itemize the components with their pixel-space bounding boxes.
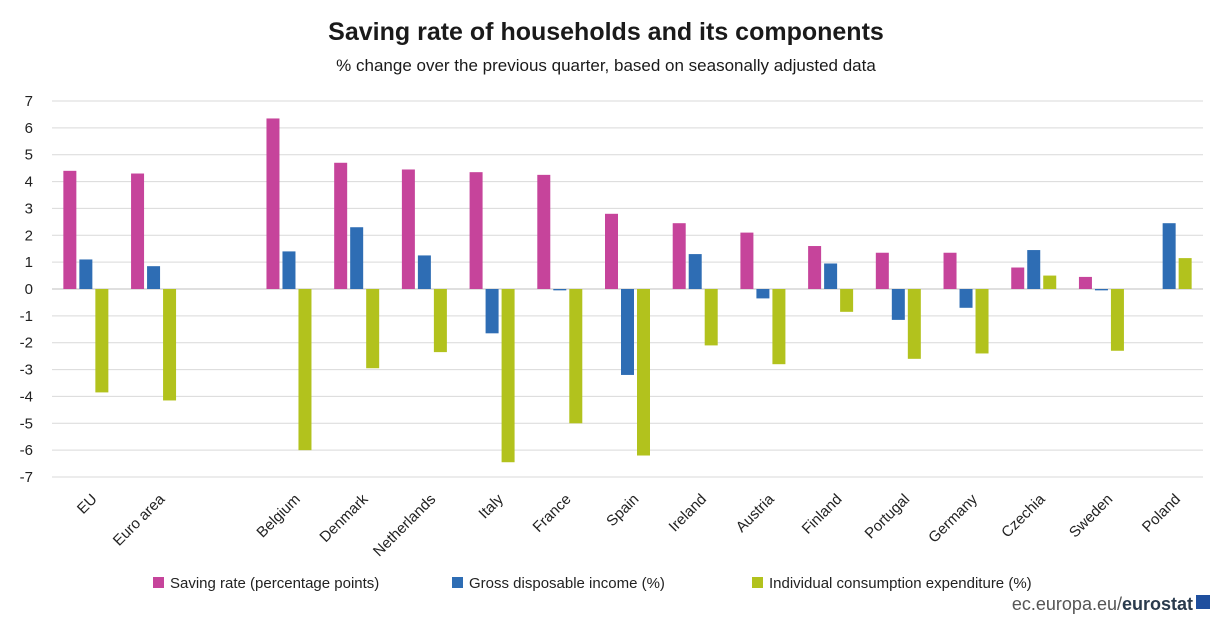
bar-2 xyxy=(756,289,770,299)
bar-2 xyxy=(417,255,431,289)
x-tick-label: Czechia xyxy=(998,490,1049,541)
x-tick-label: Belgium xyxy=(253,491,303,541)
y-tick-label: -7 xyxy=(20,469,33,486)
x-tick-label: Sweden xyxy=(1066,491,1116,541)
bar-1 xyxy=(875,252,889,289)
bar-3 xyxy=(95,289,109,393)
legend-swatch xyxy=(452,577,463,588)
y-tick-label: 1 xyxy=(25,254,33,271)
bar-1 xyxy=(63,170,77,289)
bar-2 xyxy=(959,289,973,308)
bar-2 xyxy=(688,254,702,289)
bar-3 xyxy=(975,289,989,354)
bar-1 xyxy=(1011,267,1025,289)
bar-2 xyxy=(350,227,364,289)
x-tick-label: Euro area xyxy=(110,490,169,549)
bar-1 xyxy=(943,252,957,289)
y-tick-label: -3 xyxy=(20,362,33,379)
bar-3 xyxy=(637,289,650,456)
bar-3 xyxy=(1178,258,1192,289)
x-tick-label: EU xyxy=(74,491,101,518)
bars xyxy=(63,118,1192,463)
bar-3 xyxy=(366,289,380,369)
bar-1 xyxy=(740,232,754,289)
bar-3 xyxy=(907,289,921,359)
bar-2 xyxy=(1094,289,1108,291)
source-brand: eurostat xyxy=(1122,594,1193,614)
bar-3 xyxy=(1043,275,1057,289)
legend-swatch xyxy=(153,577,164,588)
bar-1 xyxy=(131,173,145,289)
chart-title: Saving rate of households and its compon… xyxy=(328,18,884,46)
y-tick-label: -2 xyxy=(20,335,33,352)
bar-3 xyxy=(163,289,177,401)
x-tick-label: Poland xyxy=(1139,491,1184,536)
y-tick-label: 7 xyxy=(25,93,33,110)
bar-2 xyxy=(1162,223,1176,289)
y-tick-label: 3 xyxy=(25,200,33,217)
x-tick-label: Finland xyxy=(799,491,846,538)
bar-2 xyxy=(824,263,838,289)
x-tick-label: Netherlands xyxy=(370,491,439,560)
bar-3 xyxy=(704,289,718,346)
bar-3 xyxy=(840,289,854,312)
bar-3 xyxy=(772,289,786,365)
legend-label: Individual consumption expenditure (%) xyxy=(769,575,1032,592)
bar-2 xyxy=(485,289,499,334)
source-credit: ec.europa.eu/eurostat xyxy=(1012,594,1210,614)
legend-swatch xyxy=(752,577,763,588)
y-tick-label: 5 xyxy=(25,147,33,164)
source-prefix: ec.europa.eu/ xyxy=(1012,594,1122,614)
y-tick-label: -6 xyxy=(20,442,33,459)
y-tick-label: 4 xyxy=(25,174,33,191)
bar-1 xyxy=(808,246,822,289)
bar-1 xyxy=(605,213,618,289)
bar-3 xyxy=(1110,289,1124,351)
bar-3 xyxy=(433,289,447,353)
bar-2 xyxy=(553,289,567,291)
bar-2 xyxy=(621,289,634,375)
bar-1 xyxy=(1078,276,1092,289)
y-tick-label: 0 xyxy=(25,281,33,298)
y-axis: 7 6 5 4 3 2 1 0 -1 -2 -3 -4 -5 -6 -7 xyxy=(20,93,33,486)
x-tick-label: Denmark xyxy=(316,490,371,545)
eu-flag-icon xyxy=(1196,595,1210,609)
bar-1 xyxy=(401,169,415,289)
source-text: ec.europa.eu/eurostat xyxy=(1012,594,1193,614)
bar-2 xyxy=(282,251,296,289)
bar-3 xyxy=(501,289,515,463)
y-tick-label: -5 xyxy=(20,415,33,432)
y-tick-label: 6 xyxy=(25,120,33,137)
bar-2 xyxy=(79,259,93,289)
y-tick-label: -1 xyxy=(20,308,33,325)
bar-2 xyxy=(147,266,161,289)
y-tick-label: -4 xyxy=(20,388,33,405)
x-tick-label: Austria xyxy=(733,490,778,535)
x-tick-label: Italy xyxy=(475,490,507,522)
bar-1 xyxy=(672,223,686,289)
x-tick-label: Portugal xyxy=(862,491,914,543)
legend-label: Saving rate (percentage points) xyxy=(170,575,379,592)
x-tick-label: Spain xyxy=(603,491,642,530)
bar-1 xyxy=(334,162,348,289)
bar-3 xyxy=(569,289,583,424)
legend-label: Gross disposable income (%) xyxy=(469,575,665,592)
x-tick-label: Ireland xyxy=(666,491,710,535)
bar-1 xyxy=(266,118,280,289)
bar-1 xyxy=(469,172,483,289)
grid-lines xyxy=(52,100,1203,478)
bar-3 xyxy=(298,289,312,451)
legend: Saving rate (percentage points) Gross dis… xyxy=(153,575,1032,592)
chart-subtitle: % change over the previous quarter, base… xyxy=(336,56,876,75)
bar-2 xyxy=(891,289,905,320)
x-tick-label: Germany xyxy=(925,490,981,546)
bar-2 xyxy=(1027,250,1041,289)
y-tick-label: 2 xyxy=(25,227,33,244)
bar-1 xyxy=(537,174,551,289)
x-tick-label: France xyxy=(530,491,575,536)
